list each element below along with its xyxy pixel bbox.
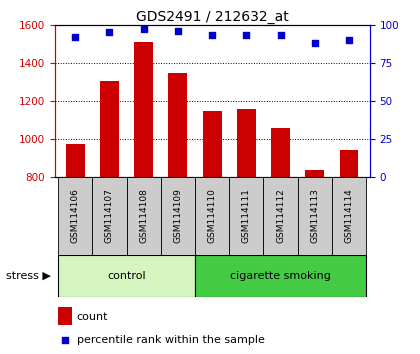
Text: control: control [107, 271, 146, 281]
Text: GSM114106: GSM114106 [71, 188, 80, 244]
Bar [229, 177, 263, 255]
Bar [263, 177, 298, 255]
Bar [271, 129, 290, 177]
Text: stress ▶: stress ▶ [5, 271, 50, 281]
Point [174, 28, 181, 34]
Bar [58, 255, 195, 297]
Text: GSM114109: GSM114109 [173, 188, 182, 244]
Bar [332, 177, 366, 255]
Bar [298, 177, 332, 255]
Text: GSM114108: GSM114108 [139, 188, 148, 244]
Text: GSM114110: GSM114110 [207, 188, 217, 244]
Point [346, 37, 352, 43]
Bar [161, 177, 195, 255]
Text: GSM114113: GSM114113 [310, 188, 319, 244]
Bar [100, 81, 119, 177]
Bar [92, 177, 126, 255]
Text: GSM114112: GSM114112 [276, 189, 285, 243]
Point [243, 33, 250, 38]
Text: percentile rank within the sample: percentile rank within the sample [77, 335, 265, 344]
Bar [168, 73, 187, 177]
Bar [66, 144, 84, 177]
Bar [237, 108, 256, 177]
Text: GSM114114: GSM114114 [344, 189, 354, 243]
Point [312, 40, 318, 46]
Point [140, 27, 147, 32]
Point [106, 29, 113, 35]
Text: cigarette smoking: cigarette smoking [230, 271, 331, 281]
Bar [58, 177, 92, 255]
Bar [126, 177, 161, 255]
Point [209, 33, 215, 38]
Point [62, 337, 68, 342]
Bar [340, 150, 359, 177]
Text: GSM114111: GSM114111 [242, 188, 251, 244]
Title: GDS2491 / 212632_at: GDS2491 / 212632_at [136, 10, 289, 24]
Bar [195, 255, 366, 297]
Bar [203, 112, 221, 177]
Bar [134, 42, 153, 177]
Text: GSM114107: GSM114107 [105, 188, 114, 244]
Bar [305, 170, 324, 177]
Text: count: count [77, 312, 108, 322]
Point [72, 34, 79, 40]
Point [277, 33, 284, 38]
Bar [58, 307, 72, 325]
Bar [195, 177, 229, 255]
